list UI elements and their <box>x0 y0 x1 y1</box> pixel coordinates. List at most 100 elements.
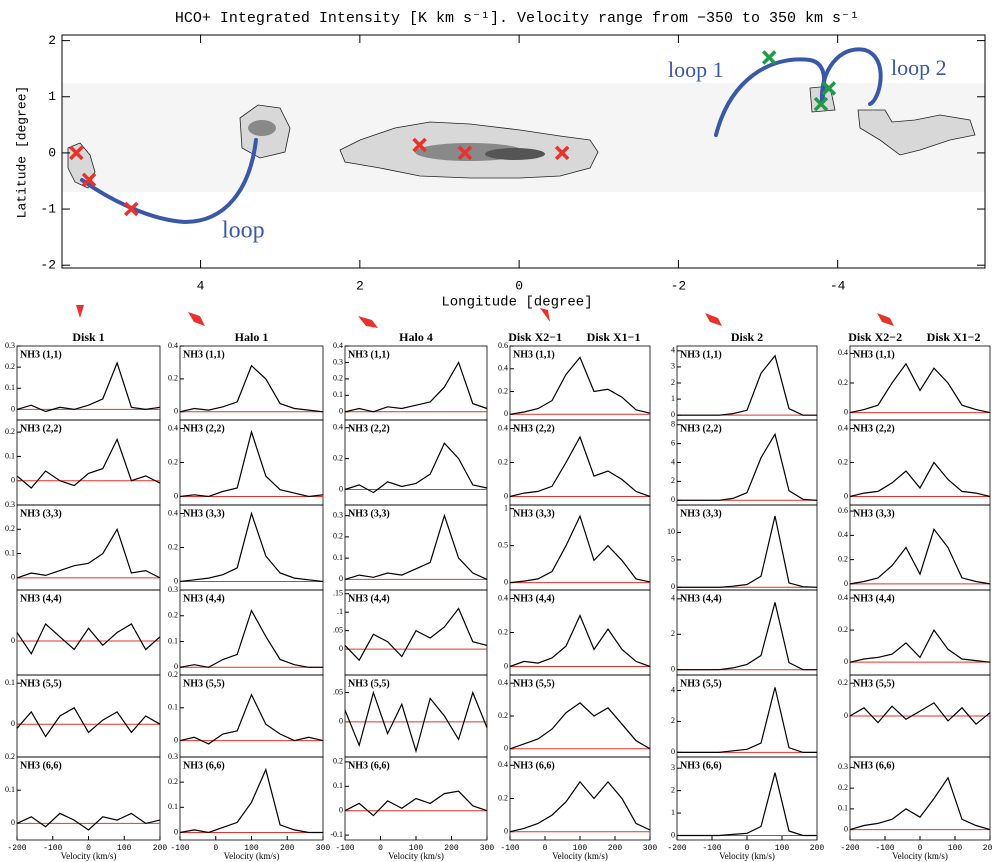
x-tick-label: 0 <box>745 844 750 853</box>
spectrum <box>344 690 488 754</box>
spectrum <box>16 527 161 579</box>
y-tick-label: 0.2 <box>5 524 15 533</box>
spectrum <box>344 513 488 580</box>
y-tick-label: 4 <box>671 685 675 694</box>
x-tick-label: 0 <box>378 844 383 853</box>
y-tick-label: 0.1 <box>5 451 15 460</box>
spectrum <box>509 780 651 833</box>
y-tick-label: 0 <box>844 824 848 833</box>
y-tick-label: 0.2 <box>838 554 848 563</box>
y-tick-label: 5 <box>671 555 675 564</box>
panel-label: NH3 (4,4) <box>680 593 722 604</box>
y-tick-label: 0 <box>504 491 508 500</box>
y-tick-label: 0.2 <box>333 453 343 462</box>
y-tick-label: 2 <box>671 476 675 485</box>
panel-title: Halo 1 <box>235 330 269 344</box>
x-tick-label: 0 <box>918 844 923 853</box>
y-tick-label: .1 <box>337 607 343 616</box>
y-tick-label: 0.3 <box>333 510 343 519</box>
y-tick-label: 0 <box>844 491 848 500</box>
spectrum <box>849 461 991 498</box>
y-tick-label: 0.1 <box>333 781 343 790</box>
y-tick-label: 0.1 <box>5 383 15 392</box>
y-tick-label: -2 <box>40 258 56 273</box>
panel-label: NH3 (3,3) <box>20 508 62 519</box>
x-tick-label: -2 <box>671 278 687 293</box>
spectrum <box>179 767 323 834</box>
panel-frame <box>849 756 991 841</box>
y-tick-label: 0.2 <box>498 627 508 636</box>
loop-lines <box>80 47 883 225</box>
y-tick-label: 0.2 <box>5 427 15 436</box>
y-tick-label: 4 <box>671 594 675 603</box>
y-tick-label: 0 <box>339 806 343 815</box>
y-tick-label: 0.2 <box>5 752 15 761</box>
spectrum <box>179 364 324 413</box>
map-frame <box>61 34 986 269</box>
spectrum <box>179 609 323 668</box>
spectrum <box>509 435 651 498</box>
spectrum <box>509 356 651 415</box>
spectrum <box>677 602 817 671</box>
y-tick-label: 0 <box>844 657 848 666</box>
y-tick-label: 0.2 <box>838 783 848 792</box>
y-tick-label: 0 <box>11 636 15 645</box>
y-tick-label: 0.5 <box>498 540 508 549</box>
panel-label: NH3 (1,1) <box>348 349 390 360</box>
panel-title: Disk X1−2 <box>927 330 981 344</box>
y-tick-label: 0 <box>339 644 343 653</box>
spectrum <box>849 776 991 831</box>
spectrum <box>179 693 324 745</box>
annotation: loop 2 <box>891 55 947 80</box>
x-tick-label: 100 <box>117 844 132 853</box>
panel-label: NH3 (4,4) <box>183 593 225 604</box>
y-tick-label: 0 <box>671 495 675 504</box>
x-tick-label: 300 <box>480 844 495 853</box>
y-tick-label: -1 <box>40 201 56 216</box>
y-tick-label: 0.2 <box>333 532 343 541</box>
panel-label: NH3 (6,6) <box>680 760 722 771</box>
y-tick-label: 0 <box>48 145 56 160</box>
panel-title: Disk X2−1 <box>508 330 562 344</box>
y-tick-label: 0 <box>11 719 15 728</box>
x-axis-label: Velocity (km/s) <box>892 851 948 861</box>
y-tick-label: 0.2 <box>498 793 508 802</box>
y-tick-label: 0.1 <box>838 804 848 813</box>
y-tick-label: 4 <box>671 457 675 466</box>
y-tick-label: 0 <box>11 818 15 827</box>
spectrum <box>16 437 161 489</box>
x-tick-label: -100 <box>875 844 894 853</box>
y-tick-label: 0.2 <box>333 757 343 766</box>
annotation: loop 1 <box>668 57 724 82</box>
y-tick-label: 0.4 <box>498 423 508 432</box>
y-tick-label: 0.4 <box>498 593 508 602</box>
y-tick-label: 0 <box>844 407 848 416</box>
spectrum <box>16 623 161 656</box>
panel-label: NH3 (4,4) <box>348 593 390 604</box>
y-tick-label: 0.4 <box>168 508 178 517</box>
marker <box>124 201 139 217</box>
y-tick-label: 0.4 <box>838 348 848 357</box>
panel-label: NH3 (1,1) <box>680 349 722 360</box>
y-tick-label: 0.3 <box>5 500 15 509</box>
arrowheads <box>76 305 894 328</box>
spectrum <box>16 706 161 738</box>
x-axis-label: Velocity (km/s) <box>719 851 775 861</box>
y-tick-label: 0.2 <box>5 362 15 371</box>
x-tick-label: 0 <box>515 278 523 293</box>
y-tick-label: 0.4 <box>168 341 178 350</box>
x-tick-label: -100 <box>702 844 721 853</box>
y-tick-label: 0.4 <box>838 593 848 602</box>
y-tick-label: 2 <box>671 378 675 387</box>
panel-label: NH3 (4,4) <box>20 593 62 604</box>
y-tick-label: 0.2 <box>168 457 178 466</box>
y-tick-label: 0 <box>844 711 848 720</box>
y-tick-label: 0 <box>671 747 675 756</box>
x-axis-label: Velocity (km/s) <box>388 851 444 861</box>
y-tick-label: 0 <box>504 577 508 586</box>
y-tick-label: 0.2 <box>168 542 178 551</box>
y-tick-label: 0.2 <box>838 378 848 387</box>
y-tick-label: 0 <box>844 579 848 588</box>
y-tick-label: 0 <box>339 717 343 726</box>
panel-label: NH3 (2,2) <box>853 423 895 434</box>
